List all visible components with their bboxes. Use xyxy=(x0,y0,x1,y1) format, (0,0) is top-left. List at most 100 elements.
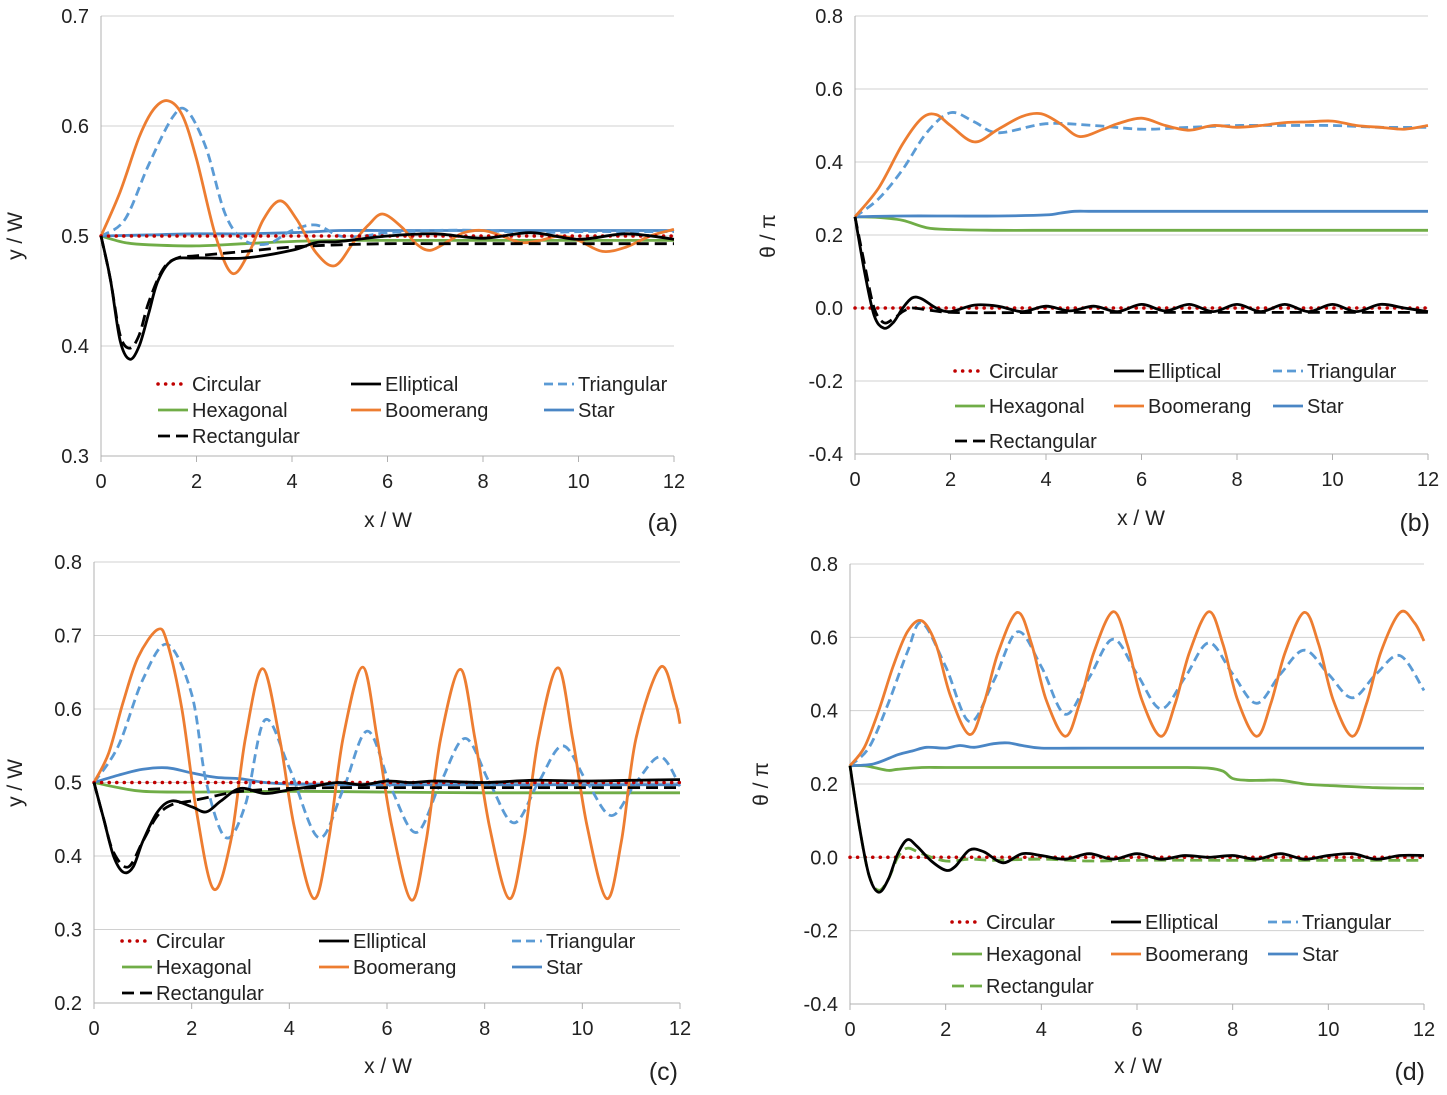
x-tick-label: 4 xyxy=(1036,1019,1047,1041)
y-tick-label: 0.2 xyxy=(810,774,838,796)
y-tick-label: 0.0 xyxy=(815,298,843,320)
x-tick-label: 10 xyxy=(1317,1019,1339,1041)
x-tick-label: 0 xyxy=(849,469,860,491)
y-tick-label: 0.4 xyxy=(810,701,838,723)
legend-label-star: Star xyxy=(546,957,583,979)
y-tick-label: 0.3 xyxy=(61,446,89,468)
y-tick-label: 0.4 xyxy=(815,152,843,174)
legend: Circular Elliptical Triangular Hexagonal Boo… xyxy=(156,374,668,448)
x-tick-label: 0 xyxy=(88,1018,99,1040)
legend-label-boomerang: Boomerang xyxy=(385,400,488,422)
x-tick-label: 2 xyxy=(191,471,202,493)
y-tick-label: 0.6 xyxy=(815,79,843,101)
x-tick-label: 2 xyxy=(945,469,956,491)
y-tick-label: 0.0 xyxy=(810,847,838,869)
panel-label: (b) xyxy=(1399,509,1430,537)
chart-panel-3: -0.4 -0.2 0.0 0.2 0.4 0.6 0.8 0 2 4 6 8 10 12 x / W θ /… xyxy=(750,554,1435,1086)
chart-panel-2: 0.2 0.3 0.4 0.5 0.6 0.7 0.8 0 2 4 6 8 10 12 x / W y / W… xyxy=(4,552,691,1086)
series-line-boomerang xyxy=(848,609,1426,767)
legend-label-circular: Circular xyxy=(156,931,225,953)
legend-label-hexagonal: Hexagonal xyxy=(192,400,288,422)
series-line-triangular xyxy=(92,642,682,840)
y-tick-label: 0.8 xyxy=(810,554,838,576)
y-axis-title: θ / π xyxy=(750,762,773,806)
y-tick-label: 0.4 xyxy=(54,846,82,868)
legend-label-hexagonal: Hexagonal xyxy=(986,944,1082,966)
x-tick-label: 8 xyxy=(1231,469,1242,491)
series-line-star xyxy=(854,209,1428,219)
legend-label-triangular: Triangular xyxy=(578,374,668,396)
y-tick-label: 0.5 xyxy=(54,773,82,795)
y-tick-label: -0.4 xyxy=(804,994,838,1016)
y-tick-label: 0.4 xyxy=(61,336,89,358)
legend-label-boomerang: Boomerang xyxy=(1148,396,1251,418)
y-tick-label: 0.5 xyxy=(61,226,89,248)
x-tick-label: 10 xyxy=(571,1018,593,1040)
x-tick-label: 8 xyxy=(1227,1019,1238,1041)
legend-label-boomerang: Boomerang xyxy=(353,957,456,979)
series-line-rectangular xyxy=(848,765,1424,892)
y-tick-label: 0.2 xyxy=(815,225,843,247)
x-tick-label: 2 xyxy=(940,1019,951,1041)
legend-label-star: Star xyxy=(578,400,615,422)
y-tick-label: -0.2 xyxy=(809,371,843,393)
series-line-star xyxy=(849,741,1424,768)
x-tick-label: 4 xyxy=(286,471,297,493)
legend-label-circular: Circular xyxy=(989,361,1058,383)
legend: Circular Elliptical Triangular Hexagonal Boo… xyxy=(950,912,1392,998)
x-axis-title: x / W xyxy=(364,509,412,532)
y-tick-label: 0.8 xyxy=(815,6,843,28)
y-tick-label: 0.3 xyxy=(54,920,82,942)
legend-label-triangular: Triangular xyxy=(546,931,636,953)
x-tick-label: 0 xyxy=(844,1019,855,1041)
x-axis-title: x / W xyxy=(1114,1055,1162,1078)
y-tick-label: 0.6 xyxy=(810,627,838,649)
y-tick-label: -0.4 xyxy=(809,444,843,466)
legend-label-star: Star xyxy=(1302,944,1339,966)
legend-label-boomerang: Boomerang xyxy=(1145,944,1248,966)
x-tick-label: 10 xyxy=(567,471,589,493)
y-tick-label: 0.6 xyxy=(61,116,89,138)
legend-label-circular: Circular xyxy=(192,374,261,396)
series-line-hexagonal xyxy=(854,215,1428,232)
legend-label-triangular: Triangular xyxy=(1302,912,1392,934)
y-tick-label: 0.7 xyxy=(54,626,82,648)
y-tick-label: -0.2 xyxy=(804,921,838,943)
series-line-rectangular xyxy=(99,235,674,350)
y-tick-label: 0.2 xyxy=(54,993,82,1015)
x-tick-label: 12 xyxy=(663,471,685,493)
x-tick-label: 6 xyxy=(381,1018,392,1040)
x-tick-label: 8 xyxy=(479,1018,490,1040)
series-line-elliptical xyxy=(853,216,1429,330)
x-tick-label: 4 xyxy=(284,1018,295,1040)
y-tick-label: 0.6 xyxy=(54,699,82,721)
legend-label-hexagonal: Hexagonal xyxy=(989,396,1085,418)
series-line-boomerang xyxy=(853,111,1429,218)
x-tick-label: 12 xyxy=(1413,1019,1435,1041)
legend-label-triangular: Triangular xyxy=(1307,361,1397,383)
series-line-triangular xyxy=(854,111,1429,218)
chart-panel-1: -0.4 -0.2 0.0 0.2 0.4 0.6 0.8 0 2 4 6 8 10 12 x / W θ /… xyxy=(757,6,1439,537)
x-tick-label: 6 xyxy=(382,471,393,493)
series-line-elliptical xyxy=(92,778,681,875)
legend-label-elliptical: Elliptical xyxy=(1148,361,1221,383)
series-line-hexagonal xyxy=(93,781,680,795)
y-tick-label: 0.7 xyxy=(61,6,89,28)
x-tick-label: 4 xyxy=(1040,469,1051,491)
legend-label-rectangular: Rectangular xyxy=(986,976,1094,998)
series-line-rectangular xyxy=(853,216,1428,325)
legend: Circular Elliptical Triangular Hexagonal Boo… xyxy=(953,361,1397,453)
y-axis-title: θ / π xyxy=(757,214,780,258)
y-axis-title: y / W xyxy=(4,212,27,260)
series-line-rectangular xyxy=(92,782,680,869)
legend-label-rectangular: Rectangular xyxy=(192,426,300,448)
panel-label: (d) xyxy=(1394,1058,1425,1086)
x-tick-label: 6 xyxy=(1131,1019,1142,1041)
x-axis-title: x / W xyxy=(1117,507,1165,530)
x-tick-label: 10 xyxy=(1321,469,1343,491)
legend-label-rectangular: Rectangular xyxy=(989,431,1097,453)
x-tick-label: 2 xyxy=(186,1018,197,1040)
series-line-elliptical xyxy=(99,231,675,361)
x-tick-label: 0 xyxy=(95,471,106,493)
